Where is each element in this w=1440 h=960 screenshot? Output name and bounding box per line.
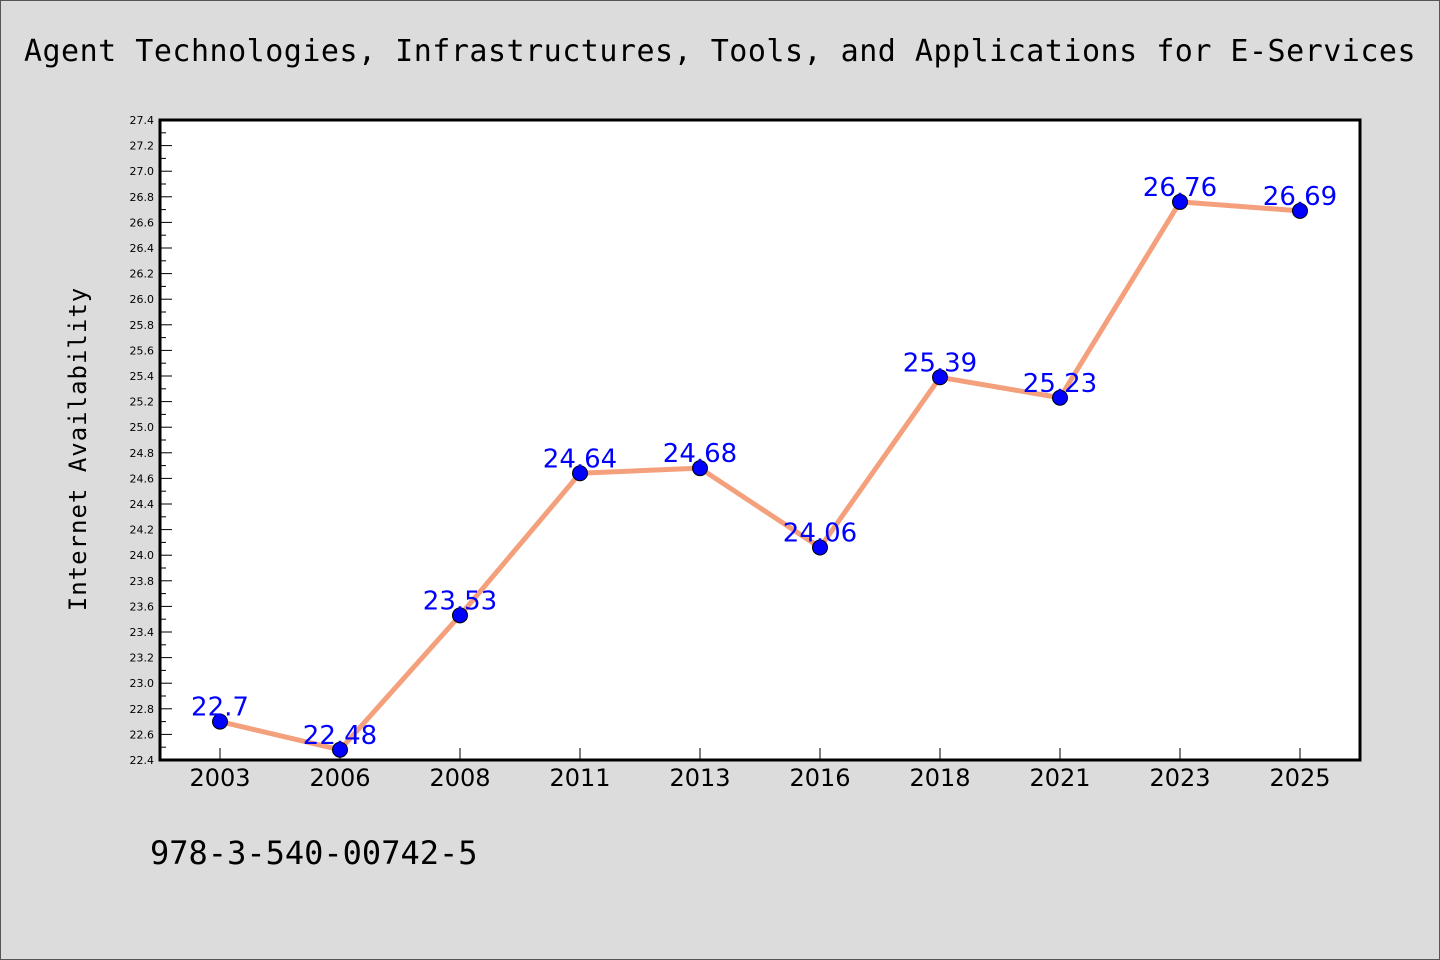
data-labels: 22.7 22.48 23.53 24.64 24.68 24.06 25.39 25.23 2… [191,173,1337,751]
y-tick-label: 24.0 [130,549,155,562]
y-tick-label: 24.2 [130,524,155,537]
data-point [1052,389,1068,406]
data-label: 24.06 [783,519,857,549]
y-tick-label: 22.6 [130,728,155,741]
y-tick-label: 27.0 [130,165,155,178]
x-tick-label: 2016 [789,764,850,792]
y-tick-label: 26.4 [130,242,155,255]
y-tick-label: 23.4 [130,626,155,639]
data-label: 24.64 [543,444,617,474]
chart-title: Agent Technologies, Infrastructures, Too… [23,34,1417,69]
data-markers [212,193,1308,758]
x-tick-label: 2013 [669,764,730,792]
data-label: 22.7 [191,693,249,723]
y-tick-label: 26.0 [130,293,155,306]
y-tick-label: 26.6 [130,216,155,229]
data-label: 26.76 [1143,173,1217,203]
y-tick-label: 27.2 [130,140,155,153]
y-tick-label: 23.8 [130,575,155,588]
y-tick-label: 22.8 [130,703,155,716]
y-tick-label: 25.4 [130,370,155,383]
x-tick-label: 2006 [309,764,370,792]
data-point [692,460,708,477]
data-label: 26.69 [1263,182,1337,212]
data-point [212,713,228,730]
y-tick-label: 27.4 [130,114,155,127]
data-point [1172,193,1188,210]
y-tick-label: 25.0 [130,421,155,434]
data-point [1292,202,1308,219]
data-label: 24.68 [663,439,737,469]
y-tick-label: 23.0 [130,677,155,690]
x-tick-label: 2008 [429,764,490,792]
x-axis: 2003 2006 2008 2011 2013 2016 2018 2021 2023 2025 [189,748,1331,792]
y-axis: 22.4 22.6 22.8 23.0 23.2 23.4 23.6 23.8 24.0 24.2… [130,114,172,767]
data-point [812,539,828,556]
data-point [572,465,588,482]
y-tick-label: 24.6 [130,472,155,485]
x-tick-label: 2011 [549,764,610,792]
x-tick-label: 2021 [1029,764,1090,792]
y-tick-label: 26.8 [130,191,155,204]
x-tick-label: 2025 [1269,764,1330,792]
plot-area [158,118,1362,762]
y-tick-label: 26.2 [130,268,155,281]
y-tick-label: 23.2 [130,652,155,665]
y-tick-label: 22.4 [130,754,155,767]
x-tick-label: 2023 [1149,764,1210,792]
data-point [332,741,348,758]
y-tick-label: 25.2 [130,396,155,409]
y-tick-label: 24.4 [130,498,155,511]
data-label: 22.48 [303,721,377,751]
y-tick-label: 25.8 [130,319,155,332]
x-tick-label: 2003 [189,764,250,792]
y-tick-label: 23.6 [130,600,155,613]
x-tick-label: 2018 [909,764,970,792]
data-label: 25.23 [1023,369,1097,399]
isbn-text: 978-3-540-00742-5 [150,834,478,872]
y-axis-label: Internet Availability [64,287,92,611]
series-line [219,199,1301,753]
y-tick-label: 24.8 [130,447,155,460]
series-polyline [219,199,1301,753]
data-label: 25.39 [903,348,977,378]
data-point [932,369,948,386]
data-label: 23.53 [423,586,497,616]
y-tick-label: 25.6 [130,344,155,357]
data-point [452,607,468,624]
